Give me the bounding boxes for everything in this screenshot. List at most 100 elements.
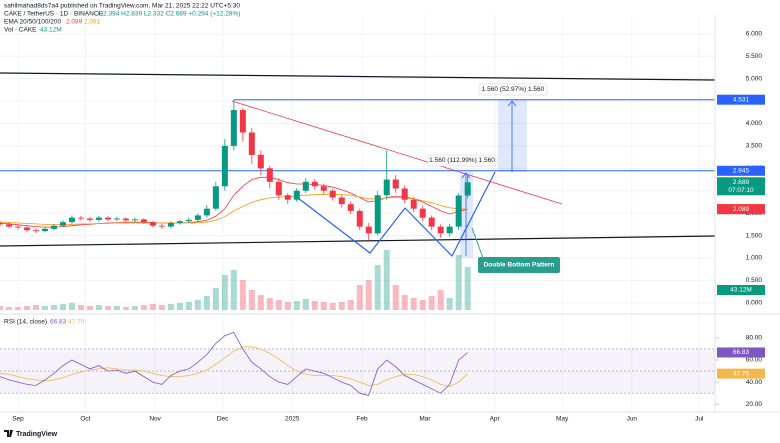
y-tick-label: 1.500 [746,232,763,239]
volume-bar [23,306,30,310]
price-tag-text: 2.689 [733,179,750,186]
volume-bar [86,306,93,310]
ema-readout: 2.089 [66,19,83,26]
volume-bar [95,305,102,310]
volume-tag-text: 43.12M [730,287,752,294]
volume-bar [302,299,309,310]
volume-bar [293,301,300,310]
candle-body [50,225,57,229]
volume-bar [455,255,462,310]
volume-bar [50,305,57,310]
candle-body [428,217,435,227]
candle-body [185,219,192,222]
footer-brand: TradingView [16,431,58,438]
candle-body [5,224,12,227]
rsi-tag [717,368,765,379]
candle-body [365,226,372,234]
candle-body [104,217,111,220]
candle-body [0,223,3,225]
measure-box [498,100,527,172]
candle-body [68,217,75,223]
candle-body [113,218,120,220]
arrow-head [507,100,517,107]
candle-body [221,145,228,187]
volume-bar [392,285,399,310]
volume-bar [185,302,192,310]
rsi-tick-label: 40.00 [746,379,763,386]
volume-bar [32,305,39,310]
volume-bar [167,304,174,310]
volume-bar [14,307,21,310]
volume-bar [212,288,219,310]
volume-bar [140,305,147,310]
callout-text: Double Bottom Pattern [484,262,555,269]
trend-line-red [231,100,563,205]
candle-body [131,219,138,221]
candle-body [158,225,165,227]
candle-body [437,226,444,234]
countdown: 07:07:10 [728,187,754,194]
candle-body [32,230,39,232]
volume-title: Vol · CAKE [4,27,37,34]
candle-body [401,188,408,200]
candle-body [374,195,381,234]
volume-bar [257,295,264,310]
x-tick-label: Sep [12,416,24,423]
candle-body [410,199,417,209]
price-tag-text: 4.531 [733,96,750,103]
rsi-tick-label: 20.00 [746,401,763,408]
candle-body [275,181,282,196]
candle-body [248,132,255,155]
candle-body [95,217,102,220]
candle-body [59,222,66,226]
measure-label-box [427,154,497,167]
price-tag [717,204,765,215]
y-tick-label: 0.000 [746,300,763,307]
volume-bar [356,285,363,310]
candle-body [383,179,390,196]
ema-line [0,176,468,228]
candle-body [464,182,471,196]
price-tag-text: 2.089 [733,206,750,213]
y-tick-label: 4.000 [746,120,763,127]
volume-bar [59,304,66,310]
x-tick-label: Apr [490,416,501,423]
volume-bar [329,303,336,310]
logo [4,430,13,437]
volume-bar [230,270,237,310]
volume-bar [149,304,156,310]
trend-line-lower [0,235,716,247]
candle-body [230,110,237,146]
candle-body [311,181,318,187]
candle-body [257,154,264,169]
volume-bar [122,307,129,310]
volume-bar [419,300,426,310]
measure-label: 1.560 (52.97%) 1.560 [482,86,545,93]
y-tick-label: 5.000 [746,75,763,82]
volume-bar [446,298,453,310]
x-tick-label: Mar [419,416,431,423]
volume-bar [410,298,417,310]
candle-body [356,210,363,227]
candle-body [167,223,174,227]
callout-pointer [471,227,484,259]
trend-line-upper [0,72,716,81]
volume-bar [5,307,12,310]
candle-body [194,215,201,220]
rsi-tick-label: 80.00 [746,335,763,342]
volume-bar [104,306,111,310]
volume-bar [437,290,444,310]
volume-bar [464,266,471,310]
candle-body [140,219,147,223]
volume-bar [347,300,354,310]
candle-body [86,218,93,220]
candle-body [14,226,21,228]
measure-label: 1.560 (112.99%) 1.560 [429,157,495,164]
rsi-readout: 66.83 [50,319,67,326]
x-tick-label: Jul [695,416,704,423]
volume-bar [401,295,408,310]
candle-body [293,190,300,200]
ema-readout: 2.091 [84,19,101,26]
volume-bar [428,296,435,310]
